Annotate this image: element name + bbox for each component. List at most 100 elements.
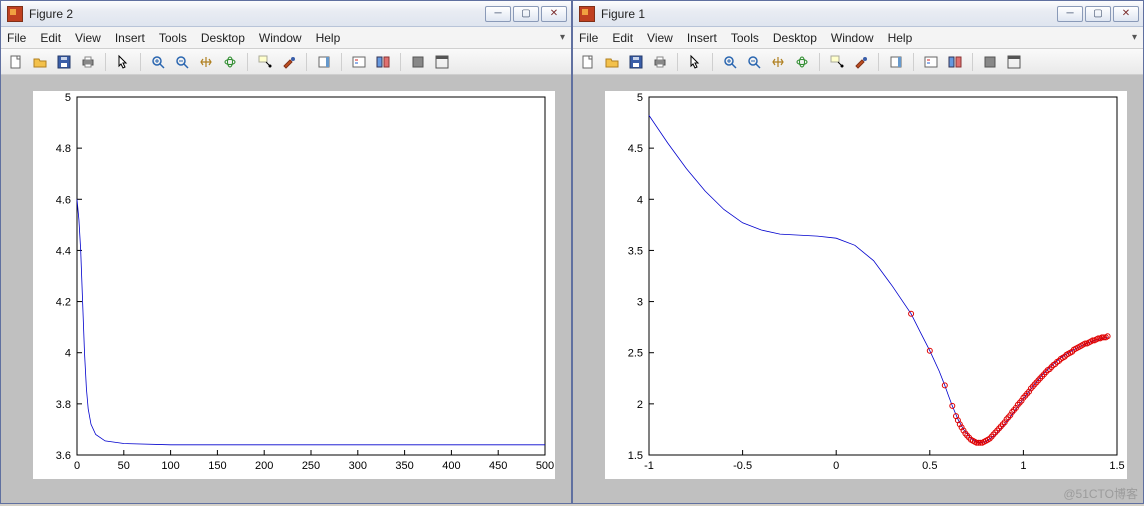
close-button[interactable]: ✕ — [1113, 6, 1139, 22]
brush-icon[interactable] — [278, 51, 300, 73]
svg-text:0.5: 0.5 — [922, 460, 937, 472]
svg-text:350: 350 — [395, 460, 413, 472]
menu-overflow-icon[interactable]: ▾ — [551, 32, 565, 43]
svg-text:3.8: 3.8 — [56, 399, 71, 411]
menu-window[interactable]: Window — [831, 31, 874, 45]
svg-text:1.5: 1.5 — [1109, 460, 1124, 472]
toolbar — [573, 49, 1143, 75]
menu-edit[interactable]: Edit — [612, 31, 633, 45]
pan-icon[interactable] — [767, 51, 789, 73]
hide-plot-tools-icon[interactable] — [372, 51, 394, 73]
svg-text:4.2: 4.2 — [56, 297, 71, 309]
toolbar-separator — [105, 53, 106, 71]
menu-help[interactable]: Help — [316, 31, 341, 45]
plot-canvas: -1-0.500.511.51.522.533.544.55 — [573, 75, 1143, 503]
matlab-icon — [7, 6, 23, 22]
insert-colorbar-icon[interactable] — [313, 51, 335, 73]
titlebar[interactable]: Figure 2 ─ ▢ ✕ — [1, 1, 571, 27]
svg-text:1: 1 — [1020, 460, 1026, 472]
toolbar-separator — [878, 53, 879, 71]
svg-text:4.4: 4.4 — [56, 245, 71, 257]
svg-text:200: 200 — [255, 460, 273, 472]
print-icon[interactable] — [77, 51, 99, 73]
plot-canvas: 0501001502002503003504004505003.63.844.2… — [1, 75, 571, 503]
pan-icon[interactable] — [195, 51, 217, 73]
svg-text:300: 300 — [349, 460, 367, 472]
close-button[interactable]: ✕ — [541, 6, 567, 22]
svg-text:0: 0 — [833, 460, 839, 472]
pointer-icon[interactable] — [112, 51, 134, 73]
insert-colorbar-icon[interactable] — [885, 51, 907, 73]
maximize-button[interactable]: ▢ — [513, 6, 539, 22]
pointer-icon[interactable] — [684, 51, 706, 73]
menu-insert[interactable]: Insert — [687, 31, 717, 45]
toolbar-separator — [306, 53, 307, 71]
svg-text:150: 150 — [208, 460, 226, 472]
menu-window[interactable]: Window — [259, 31, 302, 45]
dock-figure-icon[interactable] — [1003, 51, 1025, 73]
data-cursor-icon[interactable] — [826, 51, 848, 73]
new-file-icon[interactable] — [5, 51, 27, 73]
window-title: Figure 2 — [29, 7, 73, 21]
menu-tools[interactable]: Tools — [159, 31, 187, 45]
zoom-out-icon[interactable] — [743, 51, 765, 73]
hide-plot-tools-icon[interactable] — [944, 51, 966, 73]
svg-text:50: 50 — [118, 460, 130, 472]
toolbar-separator — [247, 53, 248, 71]
menubar: File Edit View Insert Tools Desktop Wind… — [1, 27, 571, 49]
open-file-icon[interactable] — [29, 51, 51, 73]
menu-desktop[interactable]: Desktop — [773, 31, 817, 45]
link-plot-icon[interactable] — [979, 51, 1001, 73]
svg-text:250: 250 — [302, 460, 320, 472]
menu-tools[interactable]: Tools — [731, 31, 759, 45]
window-title: Figure 1 — [601, 7, 645, 21]
svg-text:4: 4 — [637, 194, 643, 206]
svg-text:0: 0 — [74, 460, 80, 472]
axes: 0501001502002503003504004505003.63.844.2… — [33, 91, 555, 479]
maximize-button[interactable]: ▢ — [1085, 6, 1111, 22]
menu-help[interactable]: Help — [888, 31, 913, 45]
toolbar-separator — [712, 53, 713, 71]
link-plot-icon[interactable] — [407, 51, 429, 73]
svg-text:5: 5 — [637, 92, 643, 104]
svg-text:-1: -1 — [644, 460, 654, 472]
zoom-in-icon[interactable] — [719, 51, 741, 73]
zoom-in-icon[interactable] — [147, 51, 169, 73]
svg-text:2.5: 2.5 — [628, 348, 643, 360]
toolbar-separator — [400, 53, 401, 71]
menu-insert[interactable]: Insert — [115, 31, 145, 45]
svg-text:-0.5: -0.5 — [733, 460, 752, 472]
rotate3d-icon[interactable] — [791, 51, 813, 73]
svg-text:450: 450 — [489, 460, 507, 472]
minimize-button[interactable]: ─ — [485, 6, 511, 22]
axes: -1-0.500.511.51.522.533.544.55 — [605, 91, 1127, 479]
new-file-icon[interactable] — [577, 51, 599, 73]
menu-file[interactable]: File — [7, 31, 26, 45]
toolbar-separator — [972, 53, 973, 71]
menu-view[interactable]: View — [75, 31, 101, 45]
menu-file[interactable]: File — [579, 31, 598, 45]
insert-legend-icon[interactable] — [920, 51, 942, 73]
menu-overflow-icon[interactable]: ▾ — [1123, 32, 1137, 43]
save-icon[interactable] — [53, 51, 75, 73]
menu-edit[interactable]: Edit — [40, 31, 61, 45]
dock-figure-icon[interactable] — [431, 51, 453, 73]
svg-text:1.5: 1.5 — [628, 450, 643, 462]
figure-window-2: Figure 2 ─ ▢ ✕ File Edit View Insert Too… — [0, 0, 572, 504]
zoom-out-icon[interactable] — [171, 51, 193, 73]
titlebar[interactable]: Figure 1 ─ ▢ ✕ — [573, 1, 1143, 27]
menu-desktop[interactable]: Desktop — [201, 31, 245, 45]
save-icon[interactable] — [625, 51, 647, 73]
insert-legend-icon[interactable] — [348, 51, 370, 73]
svg-text:2: 2 — [637, 399, 643, 411]
matlab-icon — [579, 6, 595, 22]
brush-icon[interactable] — [850, 51, 872, 73]
svg-text:3.6: 3.6 — [56, 450, 71, 462]
data-cursor-icon[interactable] — [254, 51, 276, 73]
print-icon[interactable] — [649, 51, 671, 73]
minimize-button[interactable]: ─ — [1057, 6, 1083, 22]
menu-view[interactable]: View — [647, 31, 673, 45]
svg-text:4.6: 4.6 — [56, 194, 71, 206]
rotate3d-icon[interactable] — [219, 51, 241, 73]
open-file-icon[interactable] — [601, 51, 623, 73]
